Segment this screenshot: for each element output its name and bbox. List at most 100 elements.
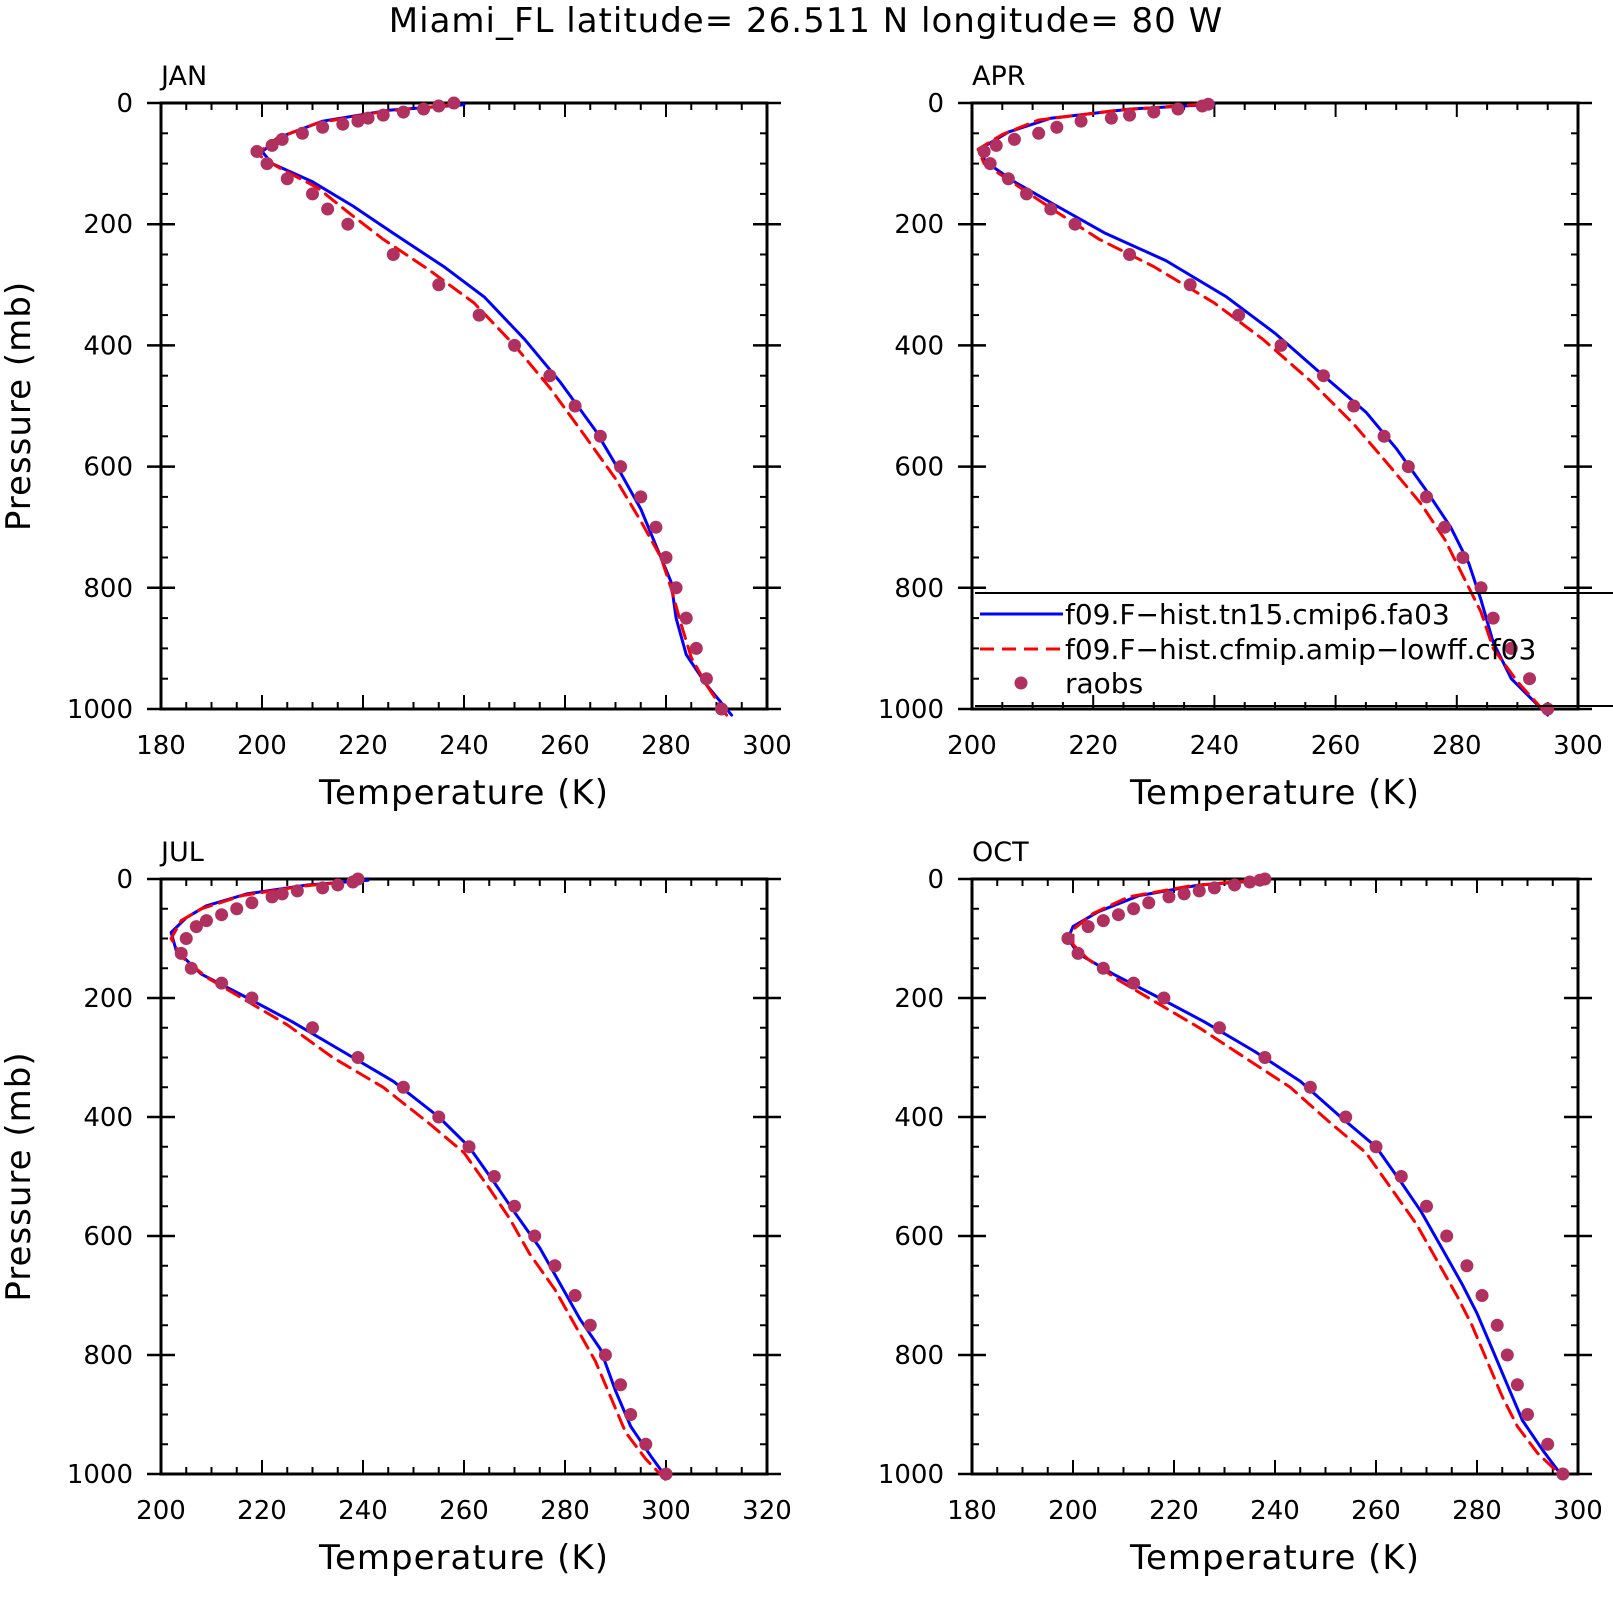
- x-tick-label: 260: [1311, 731, 1361, 761]
- raobs-point: [336, 117, 350, 131]
- plot-frame: [159, 877, 769, 1476]
- y-tick-label: 200: [83, 984, 133, 1014]
- y-axis-label: Pressure (mb): [0, 1051, 39, 1301]
- raobs-point: [1521, 1408, 1534, 1421]
- raobs-point: [679, 611, 693, 625]
- raobs-point: [1032, 126, 1046, 140]
- x-tick-label: 200: [947, 731, 997, 761]
- raobs-point: [1007, 132, 1021, 146]
- raobs-point: [614, 460, 628, 474]
- raobs-point: [265, 138, 279, 152]
- y-tick-label: 200: [894, 984, 944, 1014]
- raobs-point: [1541, 702, 1555, 716]
- x-axis-label: Temperature (K): [318, 773, 609, 813]
- raobs-point: [1081, 920, 1095, 934]
- raobs-point: [1460, 1259, 1474, 1273]
- x-tick-label: 220: [237, 1496, 287, 1526]
- raobs-markers: [1061, 872, 1570, 1481]
- raobs-point: [593, 429, 607, 443]
- raobs-point: [508, 1199, 521, 1213]
- y-tick-label: 1000: [878, 1460, 944, 1490]
- raobs-point: [275, 887, 289, 901]
- raobs-point: [295, 126, 309, 140]
- raobs-point: [1274, 338, 1288, 352]
- raobs-point: [1394, 1170, 1408, 1183]
- x-tick-label: 280: [540, 1496, 590, 1526]
- raobs-point: [361, 111, 375, 125]
- raobs-point: [396, 1080, 410, 1094]
- raobs-point: [245, 896, 259, 910]
- x-tick-label: 320: [742, 1496, 792, 1526]
- raobs-point: [432, 99, 446, 113]
- raobs-point: [1157, 991, 1171, 1005]
- raobs-point: [1500, 1348, 1514, 1362]
- raobs-point: [614, 1378, 628, 1392]
- raobs-point: [1192, 884, 1206, 898]
- raobs-point: [215, 908, 229, 922]
- raobs-point: [487, 1170, 501, 1183]
- raobs-point: [689, 641, 703, 655]
- raobs-point: [1258, 1051, 1272, 1064]
- legend-swatch-raobs: [1014, 676, 1028, 690]
- x-tick-label: 220: [1149, 1496, 1199, 1526]
- y-tick-label: 400: [894, 331, 944, 361]
- raobs-point: [306, 187, 319, 201]
- x-tick-label: 280: [641, 731, 691, 761]
- y-axis-label: Pressure (mb): [0, 281, 39, 531]
- raobs-point: [1420, 490, 1433, 504]
- raobs-point: [1369, 1140, 1383, 1154]
- raobs-point: [280, 172, 294, 186]
- raobs-point: [977, 144, 991, 158]
- x-tick-label: 200: [1048, 1496, 1098, 1526]
- raobs-point: [649, 520, 663, 534]
- y-tick-label: 800: [83, 1341, 133, 1371]
- raobs-point: [1347, 399, 1361, 413]
- raobs-point: [1020, 187, 1034, 201]
- series-line-fa03: [260, 103, 734, 717]
- raobs-point: [1050, 120, 1064, 134]
- raobs-point: [548, 1259, 562, 1273]
- raobs-point: [1177, 887, 1191, 901]
- raobs-point: [1475, 1289, 1489, 1302]
- raobs-point: [1104, 111, 1118, 125]
- x-tick-label: 220: [1068, 731, 1118, 761]
- raobs-point: [346, 875, 360, 889]
- raobs-point: [1456, 551, 1470, 564]
- raobs-point: [432, 1110, 446, 1124]
- raobs-point: [699, 672, 713, 686]
- raobs-point: [508, 338, 521, 352]
- raobs-point: [447, 96, 461, 110]
- series-line-cf03: [1071, 878, 1565, 1479]
- x-tick-label: 240: [439, 731, 489, 761]
- x-tick-label: 260: [540, 731, 590, 761]
- legend-label-fa03: f09.F−hist.tn15.cmip6.fa03: [1065, 598, 1450, 631]
- legend-label-cf03: f09.F−hist.cfmip.amip−lowff.cf03: [1065, 633, 1536, 666]
- x-axis-label: Temperature (K): [1129, 773, 1420, 813]
- raobs-point: [715, 702, 729, 716]
- raobs-point: [275, 132, 289, 146]
- raobs-point: [260, 157, 274, 171]
- y-tick-label: 0: [927, 89, 944, 119]
- raobs-point: [417, 102, 431, 116]
- raobs-point: [1232, 308, 1246, 322]
- raobs-point: [1123, 248, 1137, 261]
- raobs-point: [1096, 914, 1110, 928]
- legend-label-raobs: raobs: [1065, 667, 1143, 700]
- raobs-point: [528, 1229, 542, 1243]
- raobs-point: [634, 490, 648, 504]
- raobs-point: [543, 369, 557, 383]
- x-tick-label: 260: [439, 1496, 489, 1526]
- raobs-point: [983, 157, 997, 171]
- y-tick-label: 800: [894, 1341, 944, 1371]
- y-tick-label: 800: [83, 574, 133, 604]
- y-tick-label: 0: [116, 865, 133, 895]
- raobs-point: [1474, 581, 1488, 595]
- raobs-point: [1339, 1110, 1353, 1124]
- raobs-point: [1556, 1467, 1570, 1481]
- y-tick-label: 1000: [67, 1460, 133, 1490]
- raobs-point: [1438, 520, 1452, 534]
- raobs-point: [1440, 1229, 1454, 1243]
- raobs-point: [1486, 611, 1500, 625]
- y-tick-label: 0: [116, 89, 133, 119]
- raobs-point: [1401, 460, 1415, 474]
